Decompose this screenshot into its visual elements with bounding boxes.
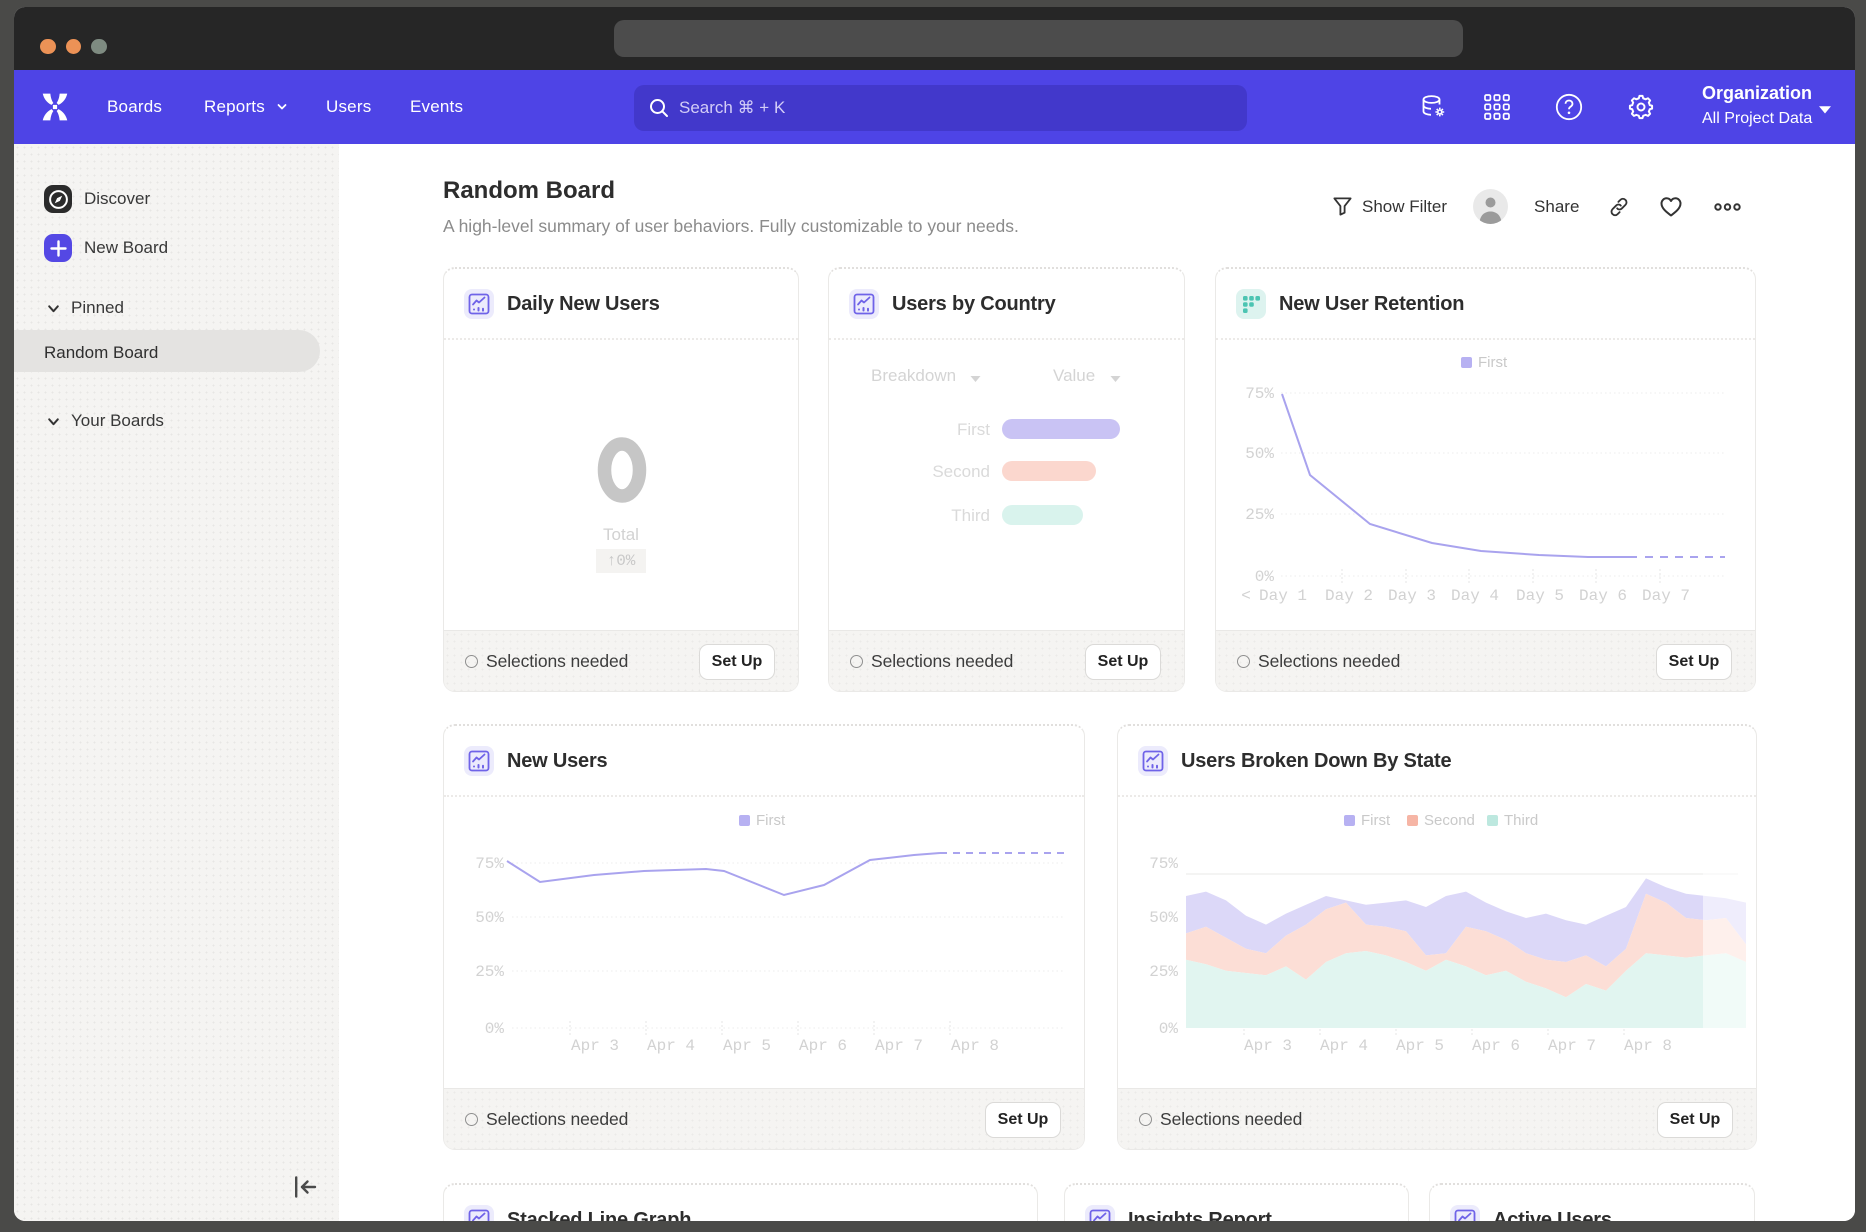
svg-text:Apr 8: Apr 8 xyxy=(1624,1037,1672,1055)
svg-text:Day 6: Day 6 xyxy=(1579,587,1627,605)
svg-text:Day 4: Day 4 xyxy=(1451,587,1499,605)
svg-text:First: First xyxy=(1478,354,1508,371)
svg-text:0%: 0% xyxy=(485,1020,505,1038)
svg-text:75%: 75% xyxy=(1245,385,1274,403)
svg-text:50%: 50% xyxy=(1149,909,1178,927)
svg-text:Apr 3: Apr 3 xyxy=(1244,1037,1292,1055)
svg-text:Day 1: Day 1 xyxy=(1259,587,1307,605)
svg-text:Apr 5: Apr 5 xyxy=(1396,1037,1444,1055)
svg-text:Apr 7: Apr 7 xyxy=(1548,1037,1596,1055)
svg-text:0%: 0% xyxy=(1255,568,1275,586)
svg-text:Day 2: Day 2 xyxy=(1325,587,1373,605)
svg-text:50%: 50% xyxy=(1245,445,1274,463)
svg-text:75%: 75% xyxy=(1149,855,1178,873)
svg-text:50%: 50% xyxy=(475,909,504,927)
svg-text:Apr 3: Apr 3 xyxy=(571,1037,619,1055)
svg-text:Day 3: Day 3 xyxy=(1388,587,1436,605)
svg-text:25%: 25% xyxy=(1149,963,1178,981)
svg-text:Apr 4: Apr 4 xyxy=(647,1037,695,1055)
svg-text:Apr 5: Apr 5 xyxy=(723,1037,771,1055)
svg-text:<: < xyxy=(1241,587,1251,605)
svg-text:Day 7: Day 7 xyxy=(1642,587,1690,605)
svg-text:First: First xyxy=(1361,812,1391,829)
svg-text:0%: 0% xyxy=(1159,1020,1179,1038)
svg-text:Apr 6: Apr 6 xyxy=(1472,1037,1520,1055)
svg-text:25%: 25% xyxy=(475,963,504,981)
svg-text:Apr 4: Apr 4 xyxy=(1320,1037,1368,1055)
svg-text:Apr 7: Apr 7 xyxy=(875,1037,923,1055)
svg-text:Second: Second xyxy=(1424,812,1475,829)
svg-text:25%: 25% xyxy=(1245,506,1274,524)
svg-text:Third: Third xyxy=(1504,812,1538,829)
svg-text:Day 5: Day 5 xyxy=(1516,587,1564,605)
svg-text:Apr 6: Apr 6 xyxy=(799,1037,847,1055)
svg-text:75%: 75% xyxy=(475,855,504,873)
svg-text:First: First xyxy=(756,812,786,829)
svg-text:Apr 8: Apr 8 xyxy=(951,1037,999,1055)
